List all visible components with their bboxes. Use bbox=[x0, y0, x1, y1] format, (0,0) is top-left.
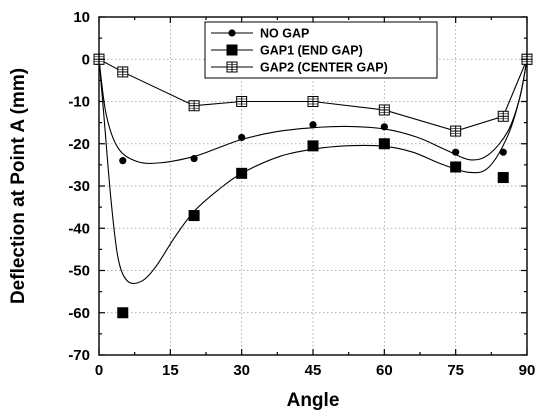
series-1-point bbox=[380, 123, 388, 131]
x-tick-label: 45 bbox=[305, 362, 322, 379]
x-tick-label: 75 bbox=[447, 362, 464, 379]
y-tick-label: 10 bbox=[73, 9, 90, 26]
x-tick-label: 0 bbox=[95, 362, 103, 379]
series-2-point bbox=[497, 172, 509, 184]
series-1-point bbox=[190, 154, 198, 163]
x-tick-label: 60 bbox=[376, 362, 393, 379]
series-3-point bbox=[236, 96, 248, 107]
legend-entry: GAP1 (END GAP) bbox=[211, 44, 363, 58]
legend-marker bbox=[226, 61, 238, 73]
y-tick-label: -30 bbox=[68, 178, 90, 195]
y-tick-label: -20 bbox=[68, 136, 90, 153]
series-2-point bbox=[236, 167, 248, 179]
x-tick-label: 90 bbox=[519, 362, 536, 379]
legend-items: NO GAP GAP1 (END GAP) GAP2 (CENTER GAP) bbox=[211, 27, 388, 75]
series-3-point bbox=[497, 110, 509, 122]
tick-labels: 0 15 30 45 60 75 90 10 0 -10 -20 -30 -40 -50 -60 -70 bbox=[68, 9, 535, 379]
series-2-point bbox=[117, 307, 129, 319]
y-tick-label: -70 bbox=[68, 347, 90, 364]
series-2-point bbox=[188, 210, 200, 222]
axis-ticks bbox=[98, 16, 528, 356]
series-1-point bbox=[452, 148, 460, 156]
y-tick-label: -40 bbox=[68, 220, 90, 237]
legend-label: GAP1 (END GAP) bbox=[260, 44, 363, 58]
series-1-point bbox=[119, 157, 127, 165]
legend-entry: GAP2 (CENTER GAP) bbox=[211, 61, 388, 75]
legend: NO GAP GAP1 (END GAP) GAP2 (CENTER GAP) bbox=[204, 21, 438, 79]
series-2-point bbox=[450, 161, 462, 173]
series-3-point bbox=[450, 125, 462, 137]
series-1-point bbox=[238, 133, 246, 142]
series-3-point bbox=[188, 100, 200, 112]
legend-marker bbox=[226, 44, 238, 56]
x-tick-label: 30 bbox=[233, 362, 250, 379]
series-1-point bbox=[309, 121, 317, 129]
series-3-point bbox=[117, 66, 129, 78]
series-2-point bbox=[307, 140, 319, 152]
x-axis-title: Angle bbox=[287, 390, 340, 411]
legend-marker bbox=[228, 29, 236, 37]
legend-label: NO GAP bbox=[260, 27, 309, 41]
series-1-point bbox=[499, 148, 507, 156]
y-tick-label: -10 bbox=[68, 94, 90, 111]
series-3-point bbox=[307, 96, 319, 107]
series-3-point bbox=[378, 104, 390, 116]
y-tick-label: -60 bbox=[68, 305, 90, 322]
legend-label: GAP2 (CENTER GAP) bbox=[260, 61, 388, 75]
y-tick-label: -50 bbox=[68, 263, 90, 280]
x-tick-label: 15 bbox=[162, 362, 179, 379]
legend-entry: NO GAP bbox=[211, 27, 309, 41]
y-axis-title: Deflection at Point A (mm) bbox=[8, 68, 29, 304]
series-2-line bbox=[98, 59, 528, 284]
y-tick-label: 0 bbox=[82, 51, 90, 68]
series-2-point bbox=[378, 138, 390, 150]
